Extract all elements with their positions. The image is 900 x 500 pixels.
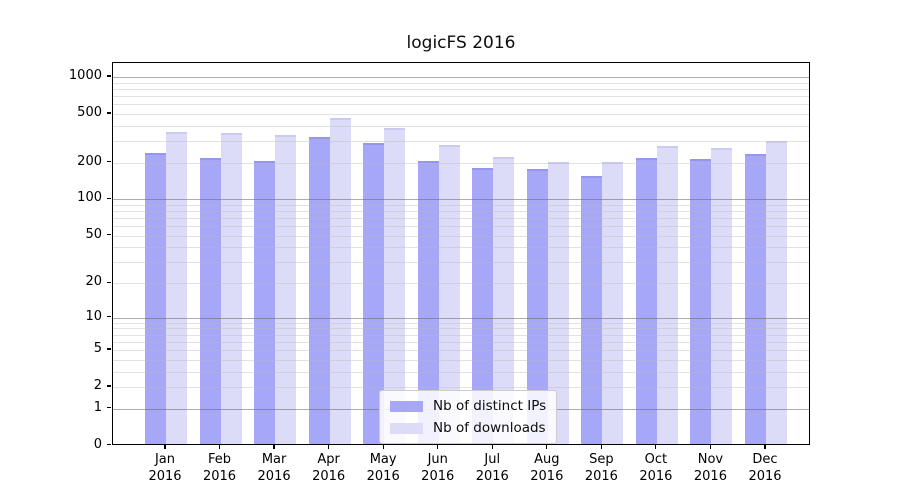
x-tick-mark xyxy=(328,445,330,449)
plot-area: Nb of distinct IPs Nb of downloads xyxy=(112,62,810,445)
bar xyxy=(547,161,569,444)
bar xyxy=(199,158,221,444)
bar xyxy=(166,132,187,444)
x-tick-mark xyxy=(600,445,602,449)
legend-label: Nb of distinct IPs xyxy=(433,398,547,414)
bar xyxy=(308,137,330,444)
bar xyxy=(145,153,166,444)
x-tick-mark xyxy=(764,445,766,449)
bar xyxy=(472,167,494,444)
bar xyxy=(254,160,276,444)
gridline-major xyxy=(113,77,809,78)
x-tick-mark xyxy=(655,445,657,449)
x-tick-label: Jan 2016 xyxy=(148,452,182,484)
y-tick-label: 20 xyxy=(85,274,102,290)
bar xyxy=(581,175,603,444)
bar xyxy=(417,160,439,444)
x-tick-label: Jul 2016 xyxy=(475,452,509,484)
legend-item-distinct-ips: Nb of distinct IPs xyxy=(390,398,546,414)
x-tick-label: Oct 2016 xyxy=(639,452,673,484)
chart-title: logicFS 2016 xyxy=(406,33,516,53)
y-tick-label: 500 xyxy=(77,104,102,120)
x-tick-mark xyxy=(382,445,384,449)
gridline-minor xyxy=(113,88,809,90)
bar xyxy=(711,147,733,444)
x-tick-label: Jun 2016 xyxy=(421,452,455,484)
y-tick-mark xyxy=(107,348,111,350)
y-tick-label: 100 xyxy=(77,190,102,206)
x-tick-mark xyxy=(709,445,712,449)
y-tick-label: 1 xyxy=(93,399,102,415)
bar xyxy=(765,140,787,444)
y-tick-label: 10 xyxy=(85,308,102,324)
bar xyxy=(493,156,515,444)
x-tick-label: Feb 2016 xyxy=(202,452,237,484)
y-tick-label: 50 xyxy=(85,226,102,242)
y-tick-mark xyxy=(107,161,111,163)
bar xyxy=(384,127,406,444)
legend: Nb of distinct IPs Nb of downloads xyxy=(379,390,558,444)
y-tick-mark xyxy=(107,197,111,199)
gridline-minor xyxy=(113,141,809,143)
legend-swatch-downloads xyxy=(390,422,423,434)
bar xyxy=(690,159,712,444)
bar xyxy=(526,169,548,444)
legend-swatch-distinct-ips xyxy=(390,400,423,412)
gridline-minor xyxy=(113,104,809,106)
x-tick-mark xyxy=(437,445,439,449)
gridline-minor xyxy=(113,125,809,127)
gridline-minor xyxy=(113,96,809,97)
x-tick-label: Mar 2016 xyxy=(257,452,291,484)
y-tick-mark xyxy=(107,75,111,77)
gridline-minor xyxy=(113,82,809,84)
y-tick-label: 0 xyxy=(93,436,102,452)
y-tick-label: 1000 xyxy=(68,67,102,83)
y-tick-label: 2 xyxy=(93,377,102,393)
bar xyxy=(275,134,297,444)
bar xyxy=(438,144,460,444)
y-tick-mark xyxy=(107,407,111,409)
x-tick-mark xyxy=(273,445,275,449)
y-tick-label: 200 xyxy=(77,153,102,169)
bar xyxy=(363,142,385,444)
y-tick-label: 5 xyxy=(93,340,102,356)
y-tick-mark xyxy=(107,281,111,283)
x-tick-label: Aug 2016 xyxy=(530,452,564,484)
bar xyxy=(635,158,657,444)
bar xyxy=(220,133,242,444)
x-tick-mark xyxy=(491,445,493,449)
x-tick-label: Sep 2016 xyxy=(584,452,618,484)
legend-label: Nb of downloads xyxy=(433,420,546,436)
x-tick-label: May 2016 xyxy=(366,452,400,484)
y-tick-mark xyxy=(107,385,111,387)
x-tick-label: Dec 2016 xyxy=(748,452,782,484)
bar xyxy=(602,161,624,444)
bar xyxy=(744,154,766,444)
x-tick-mark xyxy=(546,445,548,449)
bar xyxy=(656,145,678,444)
y-tick-mark xyxy=(107,234,111,236)
legend-item-downloads: Nb of downloads xyxy=(390,420,546,436)
bar xyxy=(329,117,351,444)
x-tick-label: Apr 2016 xyxy=(312,452,346,484)
y-tick-mark xyxy=(107,112,111,114)
x-tick-mark xyxy=(164,445,166,449)
y-tick-mark xyxy=(107,316,111,318)
x-tick-mark xyxy=(218,445,221,449)
x-tick-label: Nov 2016 xyxy=(693,452,727,484)
y-tick-mark xyxy=(107,444,111,446)
gridline-minor xyxy=(113,113,809,115)
